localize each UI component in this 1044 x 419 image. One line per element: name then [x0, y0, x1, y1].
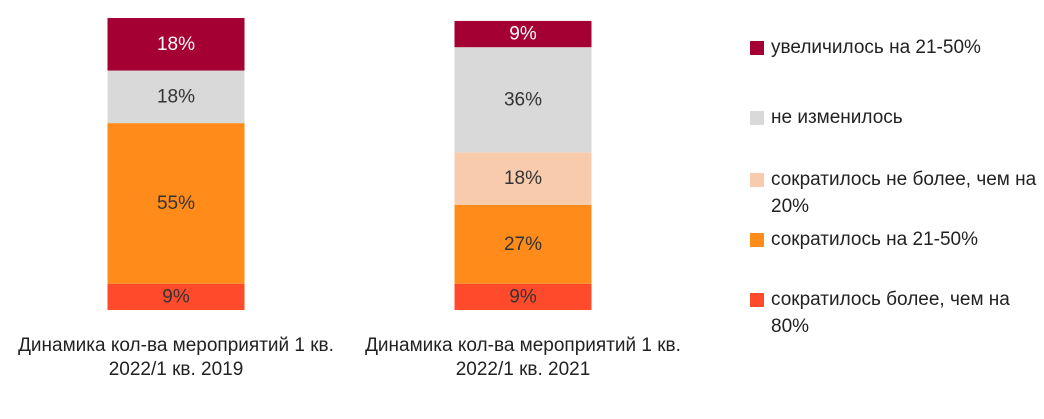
legend-swatch [750, 173, 764, 187]
bar-segment [107, 123, 245, 284]
legend-swatch [750, 233, 764, 247]
bar-segment [454, 204, 592, 284]
data-label: 18% [504, 168, 542, 189]
legend-label: сократилось более, чем на 80% [771, 289, 1010, 337]
legend-label: сократилось на 21-50% [771, 229, 978, 250]
legend-item: не изменилось [750, 104, 1041, 131]
data-label: 36% [504, 89, 542, 110]
bar-segment [107, 18, 245, 71]
legend-item: сократилось не более, чем на 20% [750, 166, 1041, 220]
bar-segment [454, 47, 592, 153]
legend-swatch [750, 41, 764, 55]
x-tick-label: Динамика кол-ва мероприятий 1 кв. 2022/1… [18, 335, 334, 380]
bar-segment [454, 20, 592, 48]
legend-swatch [750, 111, 764, 125]
bar-segment [454, 283, 592, 310]
data-label: 18% [157, 34, 195, 55]
legend-label: сократилось не более, чем на 20% [771, 169, 1037, 217]
legend-item: сократилось на 21-50% [750, 226, 1041, 253]
legend-item: увеличилось на 21-50% [750, 34, 1041, 61]
data-label: 9% [509, 286, 537, 307]
bar-segment [454, 152, 592, 205]
legend-label: увеличилось на 21-50% [771, 37, 981, 58]
data-label: 27% [504, 234, 542, 255]
legend-item: сократилось более, чем на 80% [750, 286, 1041, 340]
data-label: 9% [509, 24, 537, 45]
data-label: 55% [157, 193, 195, 214]
bar-segment [107, 283, 245, 310]
x-tick-label: Динамика кол-ва мероприятий 1 кв. 2022/1… [365, 335, 681, 380]
legend-label: не изменилось [771, 107, 903, 128]
data-label: 18% [157, 86, 195, 107]
legend-swatch [750, 293, 764, 307]
bar-segment [107, 70, 245, 124]
data-label: 9% [162, 286, 190, 307]
